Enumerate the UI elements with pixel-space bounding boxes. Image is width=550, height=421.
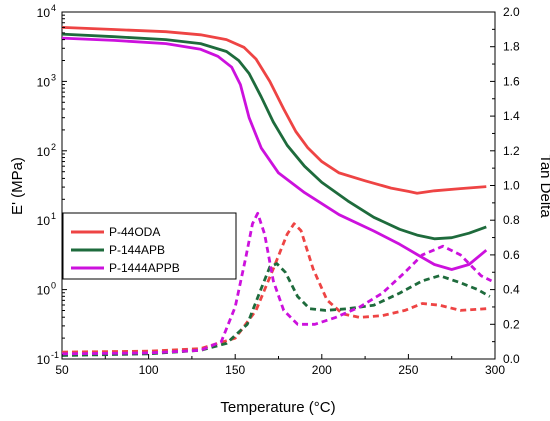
x-tick-label: 200 [312, 363, 332, 377]
y-left-tick-exponent: -1 [51, 350, 59, 360]
y-right-tick-label: 0.0 [503, 352, 520, 366]
y-right-tick-label: 1.0 [503, 179, 520, 193]
y-right-tick-label: 0.6 [503, 248, 520, 262]
y-left-tick-label: 10 [37, 214, 51, 228]
y-left-tick-label: 10 [37, 6, 51, 20]
x-tick-label: 250 [398, 363, 418, 377]
y-left-tick-exponent: 4 [51, 3, 56, 13]
y-right-tick-label: 0.2 [503, 317, 520, 331]
y-right-tick-label: 0.4 [503, 283, 520, 297]
y-left-tick-label: 10 [37, 284, 51, 298]
legend-label-p-1444appb: P-1444APPB [109, 261, 180, 275]
series-line-p-1444appb [61, 36, 488, 271]
y-right-tick-label: 1.4 [503, 109, 520, 123]
y-right-tick-label: 1.6 [503, 74, 520, 88]
y-left-tick-exponent: 0 [51, 281, 56, 291]
x-tick-label: 300 [485, 363, 505, 377]
series-line-tan-delta-p-144apb [61, 262, 491, 357]
y-left-tick-label: 10 [37, 75, 51, 89]
y-left-tick-label: 10 [37, 145, 51, 159]
y-left-axis-title: E' (MPa) [9, 157, 26, 215]
plot-frame [61, 11, 496, 360]
y-right-tick-label: 2.0 [503, 5, 520, 19]
y-left-tick-exponent: 1 [51, 211, 56, 221]
series-line-p-44oda [61, 26, 487, 195]
x-tick-label: 150 [225, 363, 245, 377]
y-right-tick-label: 1.8 [503, 40, 520, 54]
legend-label-p-44oda: P-44ODA [109, 225, 160, 239]
legend-label-p-144apb: P-144APB [109, 243, 165, 257]
x-tick-label: 50 [55, 363, 69, 377]
y-left-tick-label: 10 [37, 353, 51, 367]
y-right-tick-label: 1.2 [503, 144, 520, 158]
y-left-tick-exponent: 2 [51, 142, 56, 152]
series-layer [61, 26, 493, 357]
series-line-tan-delta-p-1444appb [61, 211, 493, 356]
y-right-tick-label: 0.8 [503, 213, 520, 227]
y-right-axis-title: Tan Delta [537, 154, 550, 218]
x-axis-title: Temperature (°C) [220, 399, 335, 416]
x-tick-label: 100 [139, 363, 159, 377]
legend: P-44ODA P-144APB P-1444APPB [62, 212, 237, 280]
series-line-p-144apb [61, 32, 487, 241]
y-left-tick-exponent: 3 [51, 72, 56, 82]
series-line-tan-delta-p-44oda [61, 222, 487, 354]
